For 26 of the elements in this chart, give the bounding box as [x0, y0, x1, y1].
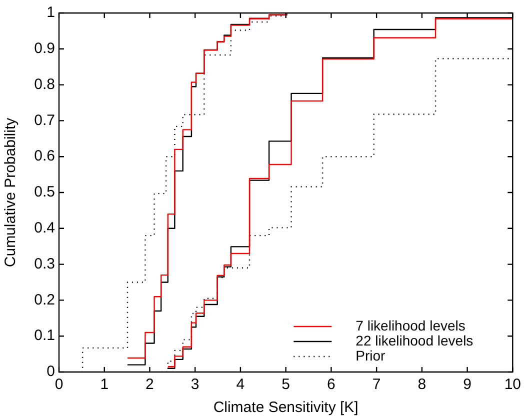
- x-tick-label: 10: [504, 376, 521, 394]
- y-tick-label: 0: [46, 363, 55, 380]
- x-axis-title: Climate Sensitivity [K]: [213, 399, 358, 416]
- x-tick-label: 9: [463, 376, 472, 394]
- x-tick-label: 6: [327, 376, 336, 394]
- y-tick-label: 0.9: [34, 40, 55, 58]
- y-tick-label: 0.6: [34, 148, 55, 165]
- x-tick-label: 5: [282, 376, 290, 394]
- y-tick-label: 0.3: [34, 255, 55, 272]
- legend-label: Prior: [356, 347, 386, 364]
- y-tick-label: 0.4: [34, 220, 55, 237]
- y-tick-label: 0.1: [34, 327, 55, 344]
- x-tick-label: 7: [372, 376, 381, 394]
- legend-label: 22 likelihood levels: [356, 332, 474, 348]
- x-tick-label: 4: [236, 376, 245, 394]
- x-tick-label: 2: [146, 376, 154, 394]
- y-tick-label: 0.5: [34, 184, 55, 201]
- y-tick-label: 1: [46, 4, 55, 22]
- y-tick-label: 0.7: [34, 112, 55, 129]
- x-tick-label: 1: [100, 376, 109, 394]
- y-tick-label: 0.8: [34, 76, 55, 93]
- y-tick-label: 0.2: [34, 291, 55, 308]
- legend-label: 7 likelihood levels: [356, 317, 466, 334]
- x-tick-label: 3: [190, 376, 200, 394]
- x-tick-label: 8: [418, 376, 426, 394]
- y-axis-title: Cumulative Probability: [2, 117, 20, 268]
